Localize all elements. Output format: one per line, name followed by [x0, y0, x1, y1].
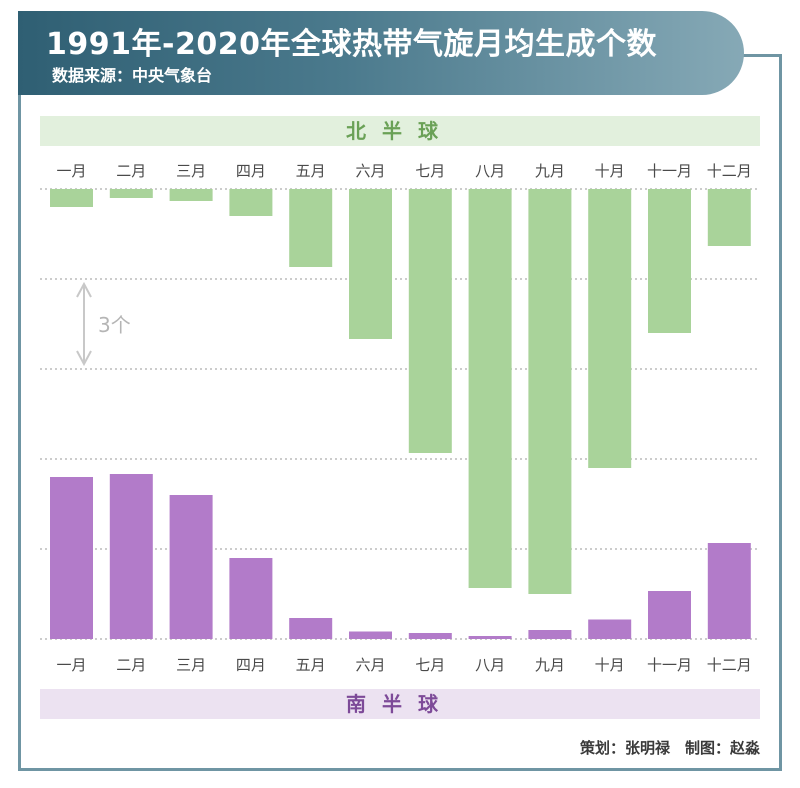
month-tick-label: 一月: [56, 162, 87, 180]
north-bar: [468, 189, 512, 588]
south-bar: [169, 495, 213, 639]
south-hemisphere-label: 南半球: [40, 689, 760, 719]
page-title: 1991年-2020年全球热带气旋月均生成个数: [46, 27, 657, 62]
frame-top-edge: [730, 54, 782, 57]
north-bar: [169, 189, 213, 201]
month-tick-label: 十二月: [706, 656, 752, 674]
month-tick-label: 十二月: [706, 162, 752, 180]
month-tick-label: 三月: [176, 162, 207, 180]
credits: 策划：张明禄 制图：赵淼: [579, 739, 760, 757]
north-bar: [229, 189, 273, 216]
month-tick-label: 十月: [594, 656, 625, 674]
month-tick-label: 七月: [415, 656, 446, 674]
month-tick-label: 七月: [415, 162, 446, 180]
south-bar: [109, 474, 153, 639]
data-source: 数据来源：中央气象台: [52, 66, 213, 85]
month-tick-label: 四月: [235, 656, 266, 674]
month-tick-label: 五月: [295, 162, 326, 180]
north-bar: [109, 189, 153, 198]
south-bar: [528, 630, 572, 639]
south-bar: [648, 591, 691, 639]
south-bar: [349, 631, 392, 639]
month-tick-label: 八月: [475, 656, 506, 674]
scale-arrow: 3个: [76, 281, 131, 367]
month-tick-label: 十一月: [646, 162, 692, 180]
north-bar: [588, 189, 632, 468]
south-bar: [588, 619, 632, 639]
north-bar: [349, 189, 392, 339]
north-hemisphere-label: 北半球: [40, 116, 760, 146]
month-tick-label: 二月: [116, 656, 147, 674]
month-tick-label: 四月: [235, 162, 266, 180]
month-tick-label: 八月: [475, 162, 506, 180]
gridlines: [40, 188, 760, 640]
south-bar: [229, 558, 273, 639]
south-bars: [50, 474, 751, 639]
north-bar: [408, 189, 452, 453]
north-month-labels: 一月 二月 三月 四月 五月 六月 七月 八月 九月 十月 十一月 十二月: [0, 160, 800, 180]
month-tick-label: 二月: [116, 162, 147, 180]
south-bar: [50, 477, 93, 639]
north-bar: [528, 189, 572, 594]
south-bar: [468, 636, 512, 639]
title-banner: [18, 11, 744, 95]
north-bar: [707, 189, 751, 246]
month-tick-label: 十一月: [646, 656, 692, 674]
month-tick-label: 五月: [295, 656, 326, 674]
south-bar: [289, 618, 333, 639]
chart-frame: [18, 54, 782, 771]
month-tick-label: 九月: [534, 162, 565, 180]
month-tick-label: 一月: [56, 656, 87, 674]
north-bars: [50, 189, 751, 594]
month-tick-label: 六月: [355, 656, 386, 674]
month-tick-label: 三月: [176, 656, 207, 674]
month-tick-label: 六月: [355, 162, 386, 180]
south-month-labels: 一月 二月 三月 四月 五月 六月 七月 八月 九月 十月 十一月 十二月: [0, 654, 800, 674]
north-bar: [648, 189, 691, 333]
month-tick-label: 九月: [534, 656, 565, 674]
south-bar: [707, 543, 751, 639]
north-bar: [50, 189, 93, 207]
south-bar: [408, 633, 452, 639]
north-bar: [289, 189, 333, 267]
scale-label: 3个: [98, 313, 131, 337]
month-tick-label: 十月: [594, 162, 625, 180]
